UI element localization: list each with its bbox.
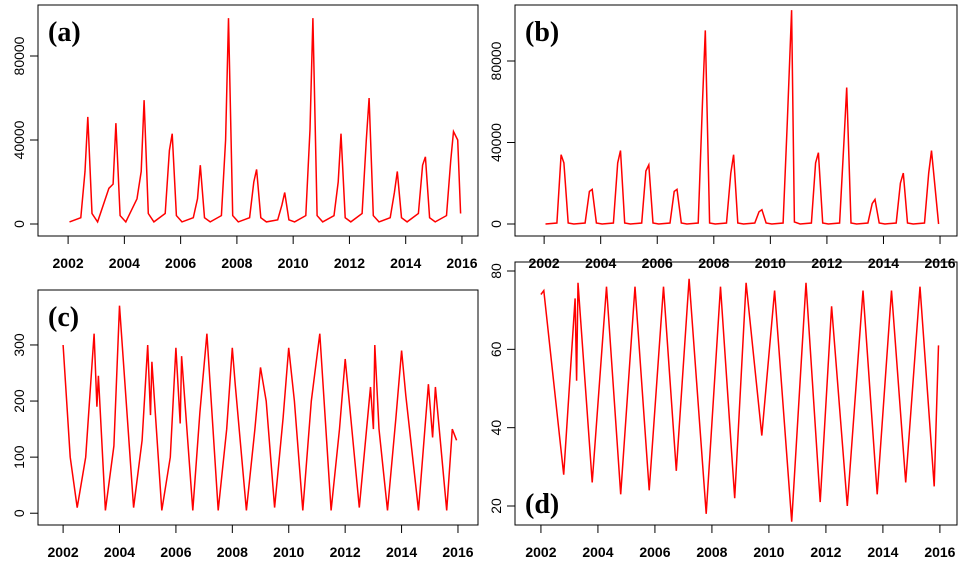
x-tick-label: 2002 <box>48 544 79 560</box>
panel-label: (d) <box>525 489 559 520</box>
y-tick-label: 0 <box>11 220 27 228</box>
x-tick-label: 2002 <box>529 255 560 271</box>
series-line <box>69 18 462 224</box>
x-tick-label: 2014 <box>390 255 421 271</box>
plot-frame <box>37 4 479 237</box>
x-tick-label: 2004 <box>585 255 616 271</box>
y-tick-label: 20 <box>488 498 504 514</box>
y-tick-label: 40000 <box>488 123 504 162</box>
x-tick-label: 2004 <box>104 544 135 560</box>
x-tick-label: 2006 <box>639 544 670 560</box>
x-tick-label: 2016 <box>446 255 477 271</box>
x-tick-label: 2004 <box>582 544 613 560</box>
x-tick-label: 2016 <box>442 544 473 560</box>
y-tick-label: 40000 <box>11 120 27 159</box>
x-tick-label: 2002 <box>525 544 556 560</box>
x-tick-label: 2012 <box>811 255 842 271</box>
y-tick-label: 40 <box>488 420 504 436</box>
x-tick-label: 2006 <box>642 255 673 271</box>
plot-frame <box>514 261 958 526</box>
x-tick-label: 2002 <box>53 255 84 271</box>
x-tick-label: 2008 <box>217 544 248 560</box>
y-tick-label: 300 <box>11 333 27 357</box>
panel-label: (b) <box>525 17 559 48</box>
x-tick-label: 2008 <box>698 255 729 271</box>
x-tick-label: 2010 <box>278 255 309 271</box>
x-tick-label: 2012 <box>334 255 365 271</box>
x-tick-label: 2010 <box>755 255 786 271</box>
x-tick-label: 2004 <box>109 255 140 271</box>
x-tick-label: 2008 <box>696 544 727 560</box>
y-tick-label: 200 <box>11 389 27 413</box>
x-tick-label: 2014 <box>386 544 417 560</box>
x-tick-label: 2012 <box>330 544 361 560</box>
plot-frame <box>514 4 958 237</box>
y-tick-label: 100 <box>11 445 27 469</box>
y-tick-label: 80 <box>488 263 504 279</box>
series-line <box>540 278 940 522</box>
x-tick-label: 2008 <box>221 255 252 271</box>
y-tick-label: 60 <box>488 341 504 357</box>
x-tick-label: 2016 <box>924 544 955 560</box>
x-tick-label: 2010 <box>753 544 784 560</box>
series-line <box>545 10 940 225</box>
x-tick-label: 2006 <box>160 544 191 560</box>
y-tick-label: 0 <box>11 509 27 517</box>
panel-label: (a) <box>48 17 81 48</box>
x-tick-label: 2016 <box>924 255 955 271</box>
y-tick-label: 80000 <box>11 36 27 75</box>
x-tick-label: 2014 <box>867 544 898 560</box>
y-tick-label: 0 <box>488 220 504 228</box>
x-tick-label: 2006 <box>165 255 196 271</box>
plot-frame <box>37 289 479 526</box>
x-tick-label: 2010 <box>273 544 304 560</box>
x-tick-label: 2014 <box>868 255 899 271</box>
series-line <box>62 305 458 511</box>
panel-label: (c) <box>48 302 79 333</box>
x-tick-label: 2012 <box>810 544 841 560</box>
y-tick-label: 80000 <box>488 41 504 80</box>
